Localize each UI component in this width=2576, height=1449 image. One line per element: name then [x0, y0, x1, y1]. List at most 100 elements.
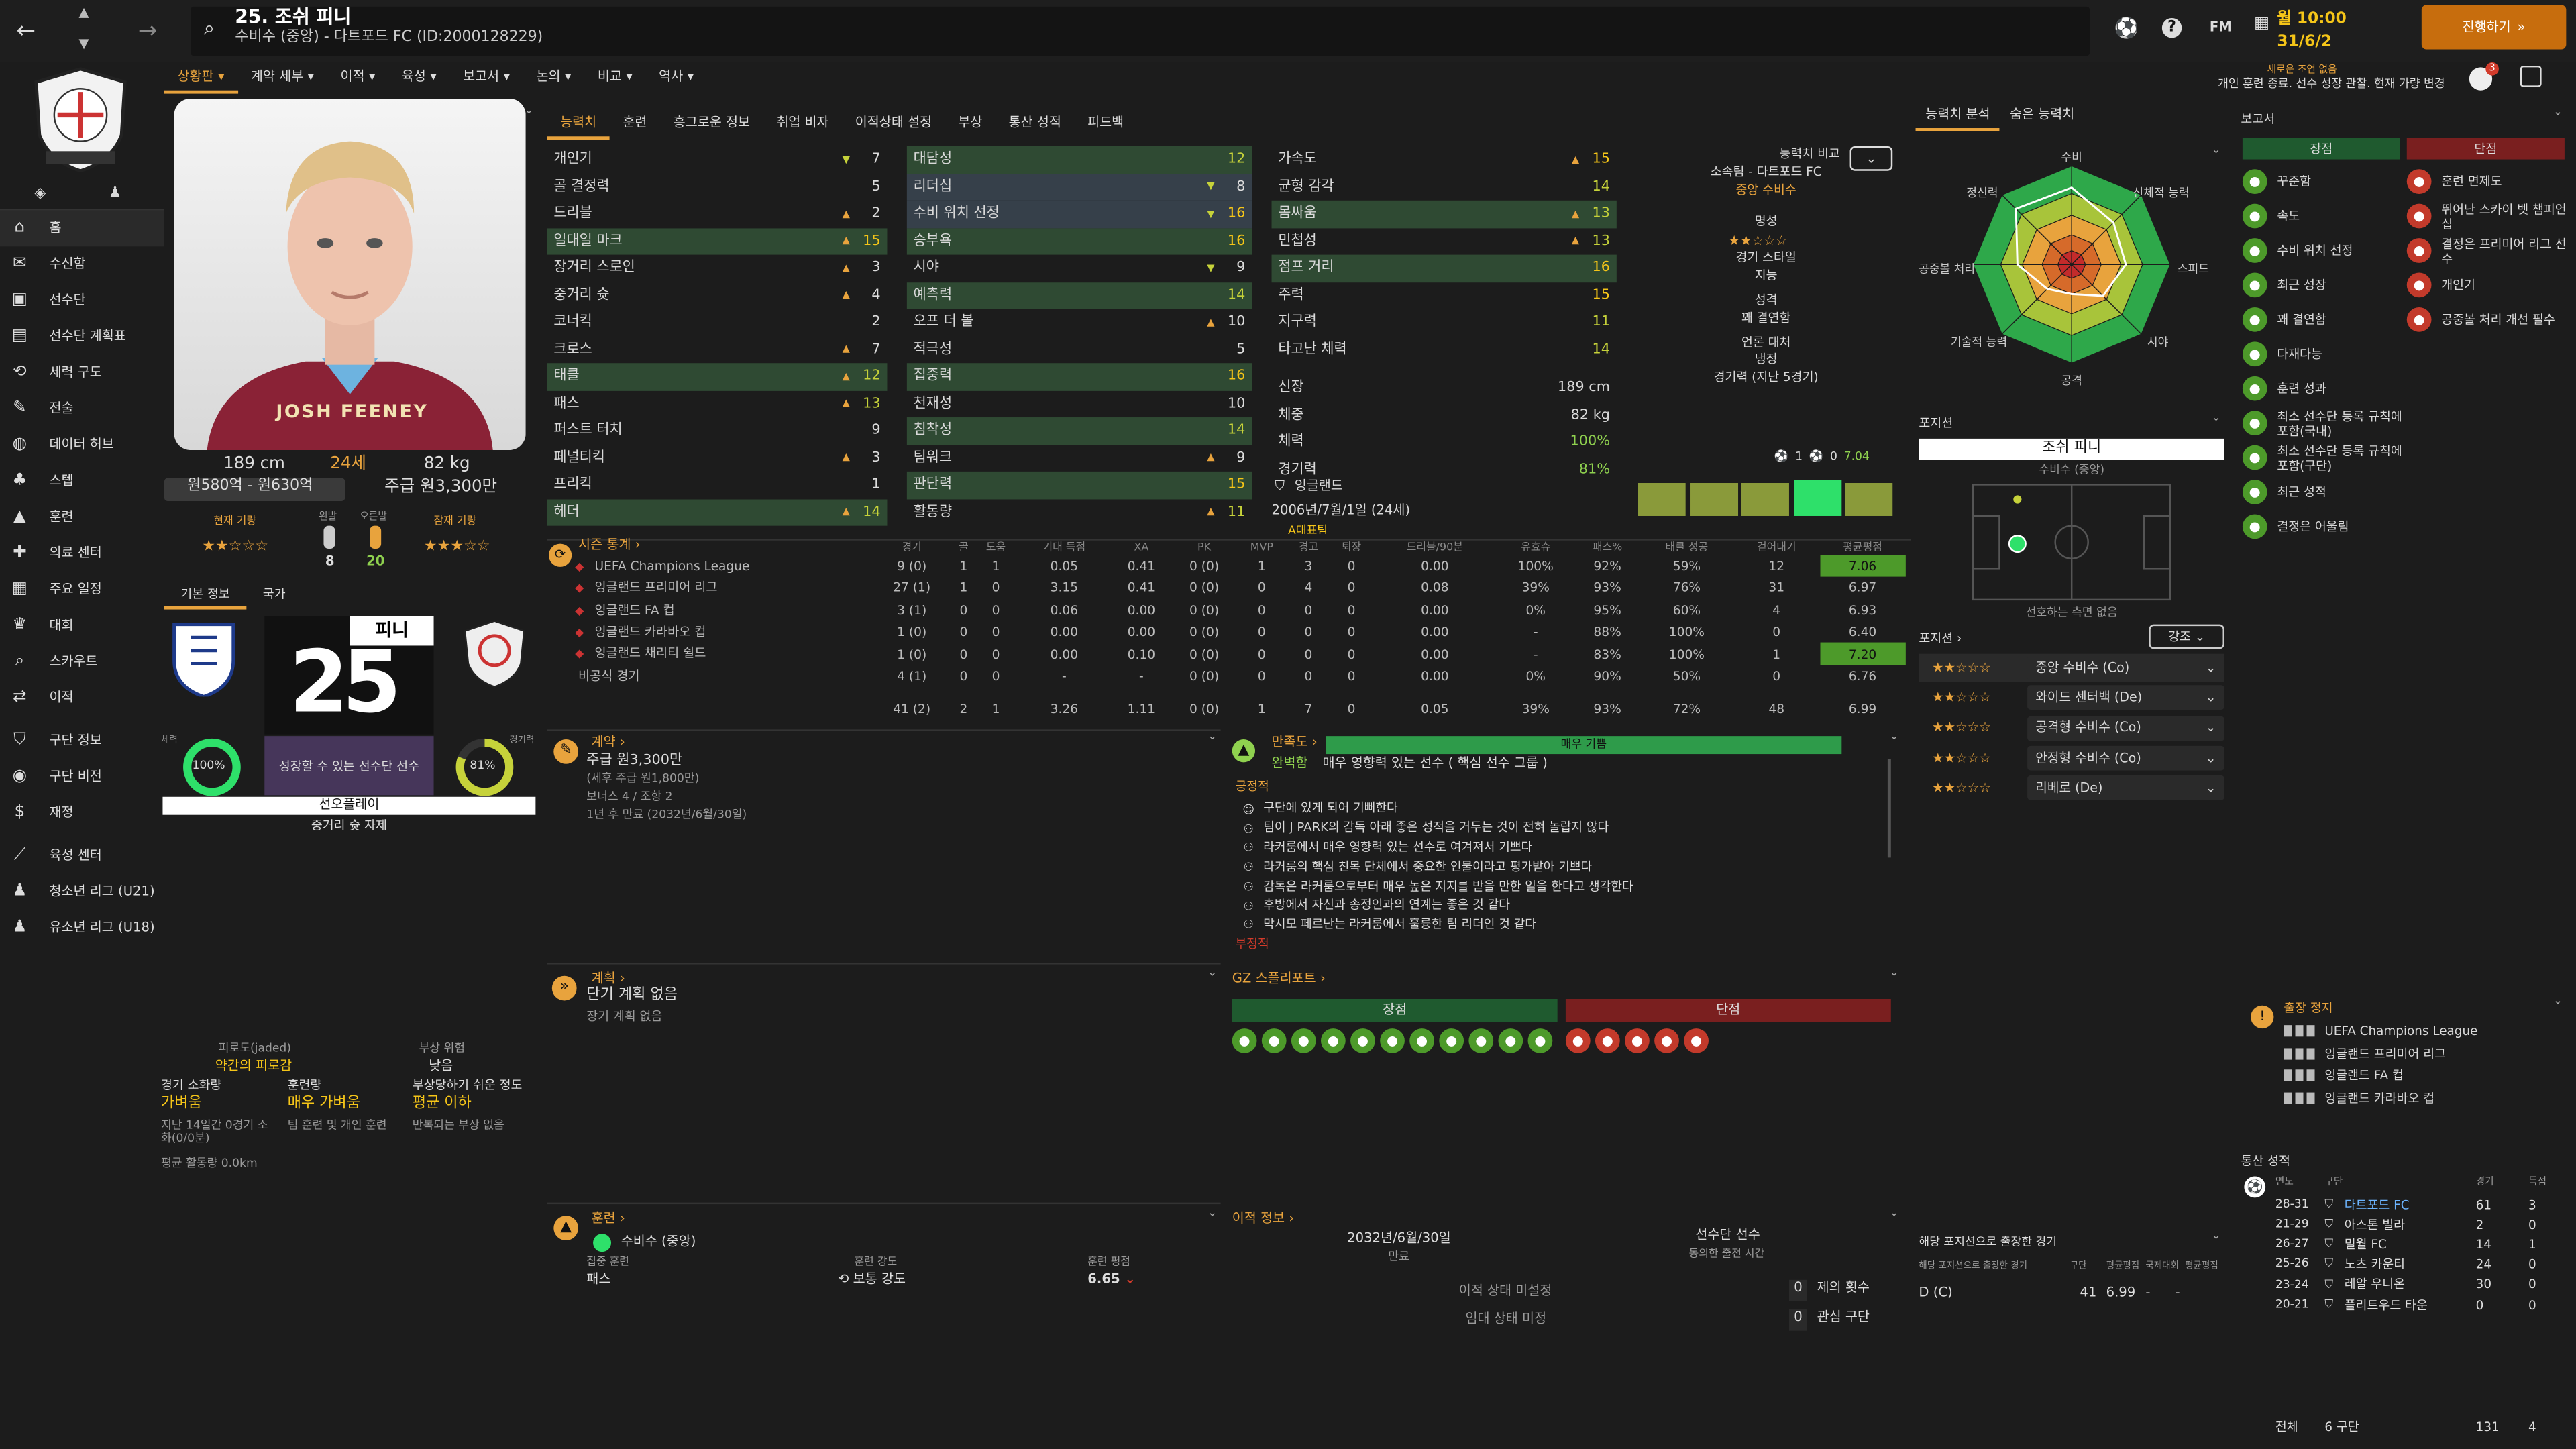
position-list-title[interactable]: 포지션 › [1919, 631, 1962, 646]
down-icon[interactable]: ▼ [78, 36, 89, 51]
strength-dropdown[interactable]: 강조 ⌄ [2149, 624, 2224, 649]
tab-feedback[interactable]: 피드백 [1087, 115, 1124, 130]
tab-overview[interactable]: 상황판 ▾ [164, 69, 238, 93]
contract-title[interactable]: 계약 › [591, 734, 625, 749]
position-role-select[interactable]: 공격형 수비수 (Co) ⌄ [2027, 715, 2224, 741]
tab-transfer[interactable]: 이적 ▾ [340, 68, 376, 84]
tab-interesting-info[interactable]: 흥그로운 정보 [673, 115, 751, 130]
ability-chevron-icon[interactable]: ⌄ [2211, 143, 2221, 156]
attribute-row[interactable]: 판단력 15 [906, 471, 1252, 499]
report-item[interactable]: ● 최근 성적 [2242, 475, 2404, 509]
report-item[interactable]: ● 결정은 어울림 [2242, 509, 2404, 543]
championship-icon[interactable]: ● [1595, 1028, 1620, 1053]
sidebar-item-u18[interactable]: ♟ 유소년 리그 (U18) [0, 910, 164, 947]
position-row[interactable]: ★★☆☆☆ 중앙 수비수 (Co) ⌄ [1919, 653, 2224, 682]
attribute-row[interactable]: 적극성 5 [907, 336, 1252, 363]
sidebar-item-competitions[interactable]: ♛ 대회 [0, 608, 164, 644]
search-bar[interactable] [191, 6, 2090, 56]
forward-icon[interactable]: → [138, 17, 158, 45]
help-icon[interactable]: ? [2161, 17, 2182, 38]
table-row[interactable]: ◆ UEFA Champions League 9 (0) 1 1 0.05 0.41 0 (… [575, 555, 1906, 578]
position-row[interactable]: ★★☆☆☆ 공격형 수비수 (Co) ⌄ [1919, 714, 2224, 742]
attribute-row[interactable]: 오프 더 볼 ▲ 10 [907, 309, 1252, 335]
report-item[interactable]: ● 최소 선수단 등록 규칙에 포함(구단) [2242, 440, 2404, 474]
fm-logo[interactable]: FM [2209, 19, 2232, 35]
table-row[interactable]: ◆ 잉글랜드 프리미어 리그 27 (1) 1 0 3.15 0.41 0 (0) 0 4 0 0.0… [575, 577, 1906, 599]
position-row[interactable]: ★★☆☆☆ 안정형 수비수 (Co) ⌄ [1919, 744, 2224, 772]
training-title[interactable]: 훈련 › [591, 1210, 625, 1226]
attribute-row[interactable]: 헤더 ▲ 14 [547, 498, 888, 526]
sidebar-item-tactics[interactable]: ✎ 전술 [0, 391, 164, 427]
screen-icon[interactable] [2520, 65, 2542, 87]
attribute-row[interactable]: 타고난 체력 14 [1272, 336, 1617, 363]
career-row[interactable]: 23-24 ⛉ 레알 우니온 30 0 [2275, 1275, 2563, 1295]
position-role-select[interactable]: 리베로 (De) ⌄ [2027, 775, 2224, 801]
attribute-row[interactable]: 코너킥 2 [547, 309, 888, 335]
contract-chevron-icon[interactable]: ⌄ [1208, 729, 1218, 743]
form-bar[interactable] [1638, 483, 1686, 516]
sidebar-item-staff[interactable]: ♣ 스텝 [0, 464, 164, 500]
attribute-row[interactable]: 팀워크 ▲ 9 [907, 444, 1252, 471]
fit-icon[interactable]: ● [1527, 1028, 1553, 1053]
report-item[interactable]: ● 꽤 결연함 [2242, 303, 2404, 337]
table-row[interactable]: ◆ 잉글랜드 채리티 쉴드 1 (0) 0 0 0.00 0.10 0 (0) 0 0 0 0.00 -… [575, 643, 1906, 665]
aerial-icon[interactable]: ● [1684, 1028, 1709, 1053]
homegrown-icon[interactable]: ● [1439, 1028, 1464, 1053]
football-icon[interactable]: ⚽ [2114, 16, 2139, 40]
sidebar-item-squad[interactable]: ▣ 선수단 [0, 282, 164, 319]
attribute-row[interactable]: 중거리 슛 ▲ 4 [547, 282, 888, 309]
form-bar[interactable] [1793, 480, 1841, 516]
attribute-row[interactable]: 몸싸움 ▲ 13 [1271, 200, 1617, 228]
determination-icon[interactable]: ● [1350, 1028, 1375, 1053]
appearances-chevron-icon[interactable]: ⌄ [2211, 1228, 2221, 1242]
report-chevron-icon[interactable]: ⌄ [2553, 105, 2563, 119]
report-item[interactable]: ● 다재다능 [2242, 337, 2404, 371]
career-row[interactable]: 21-29 ⛉ 아스톤 빌라 2 0 [2275, 1214, 2563, 1234]
satisfaction-title[interactable]: 만족도 › [1271, 734, 1318, 749]
positioning-icon[interactable]: ● [1291, 1028, 1316, 1053]
form-bar[interactable] [1845, 483, 1893, 516]
attribute-row[interactable]: 집중력 16 [906, 363, 1252, 390]
report-item[interactable]: ● 훈련 면제도 [2406, 164, 2568, 199]
club-trained-icon[interactable]: ● [1468, 1028, 1494, 1053]
tab-career-stats[interactable]: 통산 성적 [1008, 115, 1061, 130]
back-icon[interactable]: ← [16, 17, 36, 45]
training-icon[interactable]: ● [1409, 1028, 1434, 1053]
table-row[interactable]: ◆ 잉글랜드 FA 컵 3 (1) 0 0 0.06 0.00 0 (0) 0 0 0 0.00 0% 9… [575, 599, 1906, 621]
attribute-row[interactable]: 침착성 14 [906, 417, 1252, 445]
premier-league-icon[interactable]: ● [1625, 1028, 1650, 1053]
sidebar-item-inbox[interactable]: ✉ 수신함 [0, 246, 164, 282]
tab-history[interactable]: 역사 ▾ [659, 68, 694, 84]
club-badge-small-icon[interactable]: ◈ [34, 185, 46, 203]
season-stats-title[interactable]: 시즌 통계 › [578, 537, 641, 552]
sidebar-item-dynamics[interactable]: ⟲ 세력 구도 [0, 355, 164, 391]
flair-icon[interactable]: ● [1654, 1028, 1679, 1053]
tab-ability-analysis[interactable]: 능력치 분석 [1915, 105, 2000, 131]
attribute-row[interactable]: 패스 ▲ 13 [547, 390, 888, 417]
position-row[interactable]: ★★☆☆☆ 와이드 센터백 (De) ⌄ [1919, 684, 2224, 712]
attribute-row[interactable]: 대담성 12 [906, 146, 1252, 174]
report-item[interactable]: ● 수비 위치 선정 [2242, 233, 2404, 268]
form-bar[interactable] [1741, 483, 1789, 516]
attribute-row[interactable]: 개인기 ▼ 7 [547, 146, 888, 173]
table-row[interactable]: 비공식 경기 4 (1) 0 0 - - 0 (0) 0 0 0 0.00 0% 90% 50% 0 6.76 [575, 665, 1906, 687]
versatility-icon[interactable]: ● [1380, 1028, 1405, 1053]
attribute-row[interactable]: 골 결정력 5 [547, 173, 888, 200]
position-row[interactable]: ★★☆☆☆ 리베로 (De) ⌄ [1919, 774, 2224, 802]
position-chevron-icon[interactable]: ⌄ [2211, 411, 2221, 424]
person-icon[interactable]: ♟ [108, 185, 122, 203]
plan-chevron-icon[interactable]: ⌄ [1208, 966, 1218, 979]
sidebar-item-squad-planner[interactable]: ▤ 선수단 계획표 [0, 319, 164, 355]
pace-icon[interactable]: ● [1261, 1028, 1287, 1053]
career-row[interactable]: 25-26 ⛉ 노츠 카운티 24 0 [2275, 1254, 2563, 1275]
attribute-row[interactable]: 활동량 ▲ 11 [907, 498, 1252, 525]
plan-title[interactable]: 계획 › [591, 971, 625, 986]
tab-compare[interactable]: 비교 ▾ [597, 68, 633, 84]
sidebar-item-u21[interactable]: ♟ 청소년 리그 (U21) [0, 874, 164, 910]
up-icon[interactable]: ▲ [78, 5, 89, 20]
attribute-row[interactable]: 지구력 11 [1272, 309, 1617, 335]
attribute-row[interactable]: 프리킥 1 [547, 472, 888, 498]
training-avoid-icon[interactable]: ● [1565, 1028, 1591, 1053]
tab-transfer-status[interactable]: 이적상태 설정 [855, 115, 932, 130]
tab-discuss[interactable]: 논의 ▾ [536, 68, 572, 84]
